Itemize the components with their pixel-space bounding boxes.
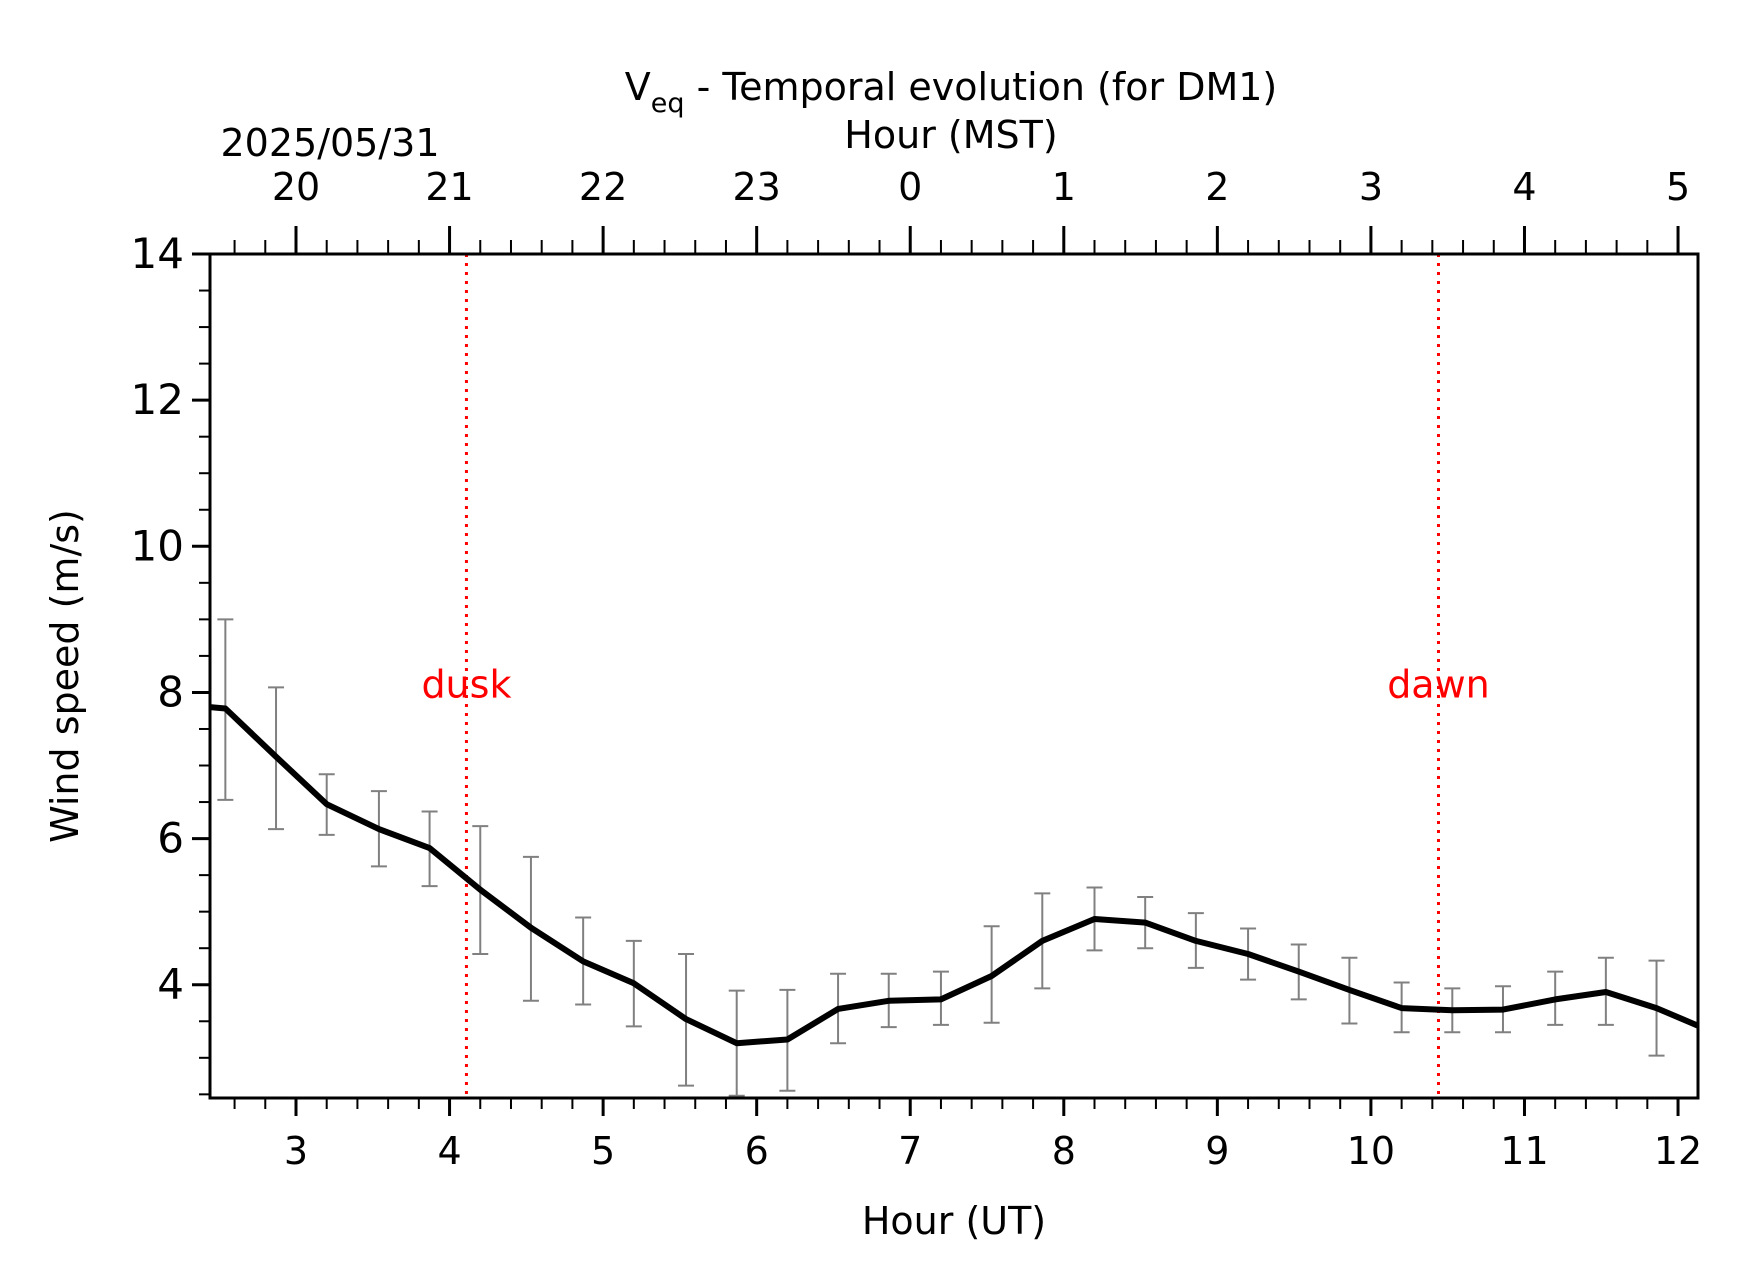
y-tick-label: 12: [131, 375, 184, 424]
y-tick-label: 14: [131, 229, 184, 278]
top-tick-label: 4: [1512, 165, 1536, 209]
chart-title-subscript: eq: [651, 88, 685, 119]
x-tick-label: 4: [437, 1129, 461, 1173]
x-tick-label: 12: [1654, 1129, 1702, 1173]
top-tick-label: 3: [1359, 165, 1383, 209]
y-tick-label: 10: [131, 521, 184, 570]
date-label: 2025/05/31: [220, 121, 439, 165]
plot-frame: [208, 252, 1700, 1100]
top-tick-label: 20: [272, 165, 320, 209]
top-axis-label: Hour (MST): [844, 113, 1057, 157]
top-tick-label: 5: [1666, 165, 1690, 209]
wind-speed-line: [210, 704, 1698, 1047]
y-tick-label: 6: [157, 814, 184, 863]
x-tick-label: 11: [1500, 1129, 1548, 1173]
top-tick-label: 23: [732, 165, 780, 209]
top-tick-label: 22: [579, 165, 627, 209]
chart-title-main: V: [625, 65, 651, 109]
top-tick-label: 1: [1052, 165, 1076, 209]
event-marker-label: dawn: [1387, 663, 1490, 707]
top-tick-label: 21: [425, 165, 473, 209]
x-tick-label: 8: [1052, 1129, 1076, 1173]
x-tick-label: 6: [745, 1129, 769, 1173]
y-tick-label: 4: [157, 960, 184, 1009]
x-axis-label: Hour (UT): [862, 1199, 1046, 1243]
top-tick-label: 2: [1205, 165, 1229, 209]
y-axis-label: Wind speed (m/s): [43, 509, 87, 843]
x-tick-label: 10: [1347, 1129, 1395, 1173]
x-tick-label: 7: [898, 1129, 922, 1173]
x-tick-label: 3: [284, 1129, 308, 1173]
event-marker-label: dusk: [421, 663, 511, 707]
x-tick-label: 9: [1205, 1129, 1229, 1173]
chart-title: Veq - Temporal evolution (for DM1): [625, 65, 1278, 119]
x-tick-label: 5: [591, 1129, 615, 1173]
top-tick-label: 0: [898, 165, 922, 209]
chart-title-rest: - Temporal evolution (for DM1): [684, 65, 1277, 109]
y-tick-label: 8: [157, 667, 184, 716]
